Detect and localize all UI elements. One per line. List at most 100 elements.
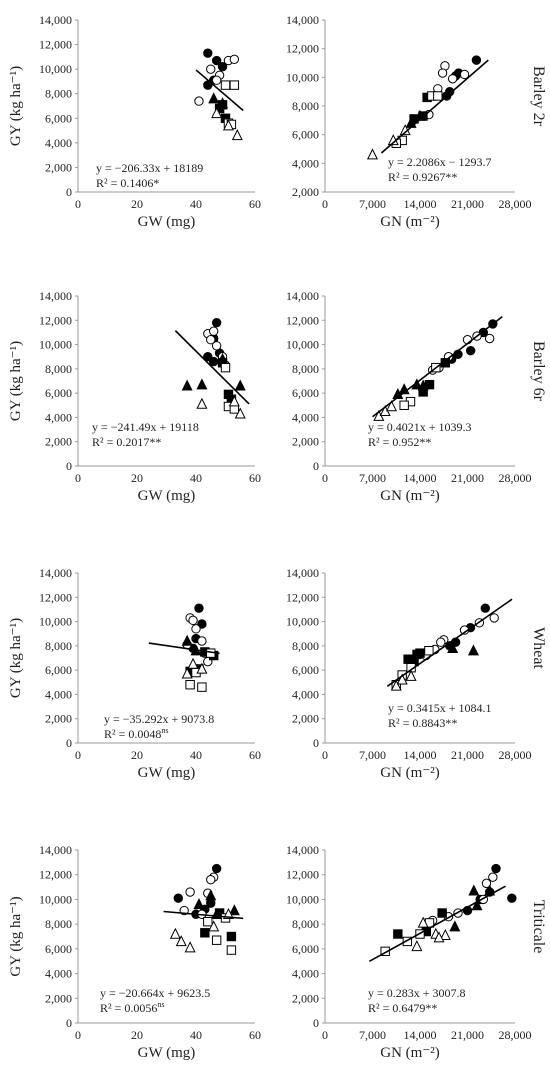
y-tick-label: 4,000 <box>292 410 319 424</box>
x-tick-label: 14,000 <box>404 197 437 211</box>
data-point-open-triangle <box>184 941 196 953</box>
y-tick-label: 2,000 <box>292 185 319 199</box>
data-point-open-circle <box>206 874 216 885</box>
x-axis-label: GW (mg) <box>138 214 196 230</box>
y-tick-label: 12,000 <box>39 313 72 327</box>
y-tick-label: 4,000 <box>292 156 319 170</box>
panel-left: 0 2,000 4,000 6,000 8,000 10,000 12,000 14,000 0… <box>8 843 261 1061</box>
y-tick-label: 14,000 <box>286 289 319 303</box>
y-tick-label: 0 <box>313 736 319 750</box>
x-tick-label: 14,000 <box>404 748 437 762</box>
data-point-open-circle <box>459 69 470 80</box>
y-tick-label: 8,000 <box>45 362 72 376</box>
y-tick-label: 10,000 <box>286 70 319 84</box>
y-tick-label: 4,000 <box>45 410 72 424</box>
data-point-filled-triangle <box>447 641 459 653</box>
data-point-filled-triangle <box>217 352 229 364</box>
x-tick-label: 0 <box>322 1028 328 1042</box>
x-axis-label: GN (m⁻²) <box>380 1045 440 1061</box>
data-point-open-triangle <box>385 400 398 412</box>
y-tick-label: 8,000 <box>45 917 72 931</box>
x-tick-label: 60 <box>249 471 261 485</box>
x-axis-label: GN (m⁻²) <box>380 214 440 230</box>
x-tick-label: 21,000 <box>451 197 484 211</box>
y-tick-label: 2,000 <box>292 991 319 1005</box>
x-tick-label: 0 <box>322 197 328 211</box>
data-point-filled-triangle <box>471 899 483 911</box>
x-axis-label: GW (mg) <box>138 1045 196 1061</box>
data-point-filled-square <box>440 358 451 368</box>
y-tick-label: 2,000 <box>45 991 72 1005</box>
x-tick-label: 28,000 <box>499 748 532 762</box>
data-point-filled-circle <box>211 318 222 328</box>
data-point-open-circle <box>211 75 222 85</box>
x-tick-label: 0 <box>322 471 328 485</box>
x-tick-label: 40 <box>190 197 202 211</box>
crop-label: Barley 2r <box>530 66 547 127</box>
y-tick-label: 2,000 <box>45 712 72 726</box>
data-point-open-square <box>197 682 207 692</box>
x-tick-label: 0 <box>75 1028 81 1042</box>
y-tick-label: 6,000 <box>45 111 72 125</box>
regression-line <box>174 330 250 405</box>
data-point-open-triangle <box>366 148 379 160</box>
data-point-filled-circle <box>194 603 204 613</box>
y-tick-label: 6,000 <box>292 128 319 142</box>
x-tick-label: 21,000 <box>451 471 484 485</box>
data-point-open-triangle <box>196 662 208 674</box>
data-point-open-circle <box>447 74 458 84</box>
y-tick-label: 14,000 <box>39 566 72 580</box>
data-point-open-triangle <box>187 657 199 669</box>
data-point-open-triangle <box>405 669 417 681</box>
y-tick-label: 0 <box>66 459 72 473</box>
y-tick-label: 12,000 <box>39 38 72 52</box>
r-squared: R² = 0.9267** <box>388 170 457 184</box>
y-tick-label: 0 <box>313 1016 319 1030</box>
data-point-open-triangle <box>175 935 187 947</box>
regression-equation: y = 0.3415x + 1084.1 <box>388 701 492 715</box>
data-point-open-circle <box>211 341 222 351</box>
x-tick-label: 40 <box>190 471 202 485</box>
y-tick-label: 12,000 <box>286 313 319 327</box>
regression-equation: y = −20.664x + 9623.5 <box>100 986 210 1000</box>
r-squared: R² = 0.6479** <box>368 1001 437 1015</box>
x-axis-label: GW (mg) <box>138 765 196 781</box>
y-tick-label: 4,000 <box>292 967 319 981</box>
data-point-open-square <box>220 362 231 373</box>
regression-equation: y = −241.49x + 19118 <box>92 420 199 434</box>
x-tick-label: 20 <box>131 471 143 485</box>
x-axis-label: GW (mg) <box>138 488 196 504</box>
data-point-open-square <box>226 945 237 955</box>
y-tick-label: 14,000 <box>286 566 319 580</box>
y-axis-label: GY (kg ha⁻¹) <box>8 618 24 698</box>
data-point-open-triangle <box>169 927 181 939</box>
r-squared: R² = 0.0056ns <box>100 1000 165 1015</box>
data-point-open-square <box>399 400 409 410</box>
data-point-filled-triangle <box>181 634 193 646</box>
data-point-open-square <box>185 680 195 690</box>
y-tick-label: 0 <box>66 1016 72 1030</box>
y-tick-label: 12,000 <box>39 868 72 882</box>
y-tick-label: 6,000 <box>45 663 72 677</box>
data-point-filled-square <box>415 648 425 658</box>
x-axis-label: GN (m⁻²) <box>380 765 440 781</box>
y-tick-label: 8,000 <box>292 639 319 653</box>
significance-marker: ns <box>161 726 168 735</box>
x-tick-label: 60 <box>249 197 261 211</box>
x-tick-label: 7,000 <box>359 197 386 211</box>
data-point-open-circle <box>436 637 446 647</box>
data-point-filled-triangle <box>217 97 229 109</box>
crop-label: Barley 6r <box>530 341 547 402</box>
y-axis-label: GY (kg ha⁻¹) <box>8 66 24 146</box>
data-point-open-square <box>433 91 443 101</box>
data-point-filled-triangle <box>208 92 220 104</box>
data-point-filled-circle <box>217 61 228 72</box>
panel-right: 0 2,000 4,000 6,000 8,000 10,000 12,000 14,000 0… <box>286 843 532 1061</box>
y-tick-label: 10,000 <box>39 338 72 352</box>
x-tick-label: 60 <box>249 1028 261 1042</box>
regression-equation: y = 0.4021x + 1039.3 <box>368 420 472 434</box>
regression-line <box>386 598 513 687</box>
data-point-filled-square <box>200 928 210 938</box>
data-point-open-square <box>211 935 222 945</box>
